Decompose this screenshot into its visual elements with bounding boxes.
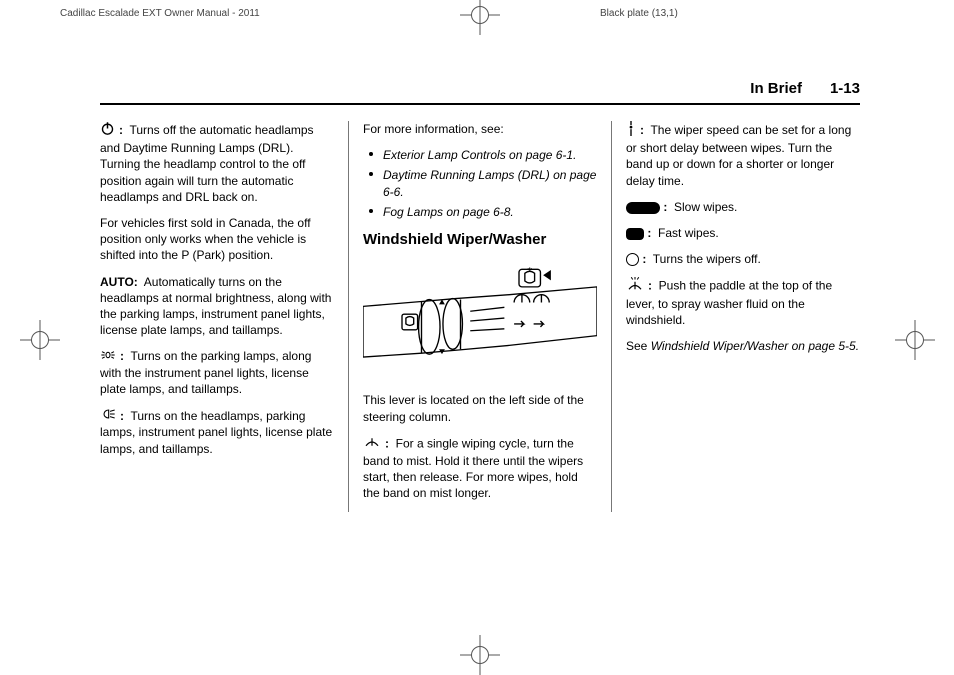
delay-text: The wiper speed can be set for a long or… [626,123,851,188]
headlamp-paragraph: : Turns on the headlamps, parking lamps,… [100,408,334,457]
see-intro: For more information, see: [363,121,597,137]
column-2: For more information, see: Exterior Lamp… [349,121,612,512]
off-paragraph: : Turns off the automatic headlamps and … [100,121,334,205]
page-frame: In Brief 1-13 : Turns off the automatic … [100,80,860,512]
column-3: : The wiper speed can be set for a long … [612,121,860,512]
registration-mark-top [460,0,500,35]
slow-wipes: : Slow wipes. [626,199,860,215]
lever-location: This lever is located on the left side o… [363,392,597,424]
running-head: In Brief 1-13 [100,80,860,105]
registration-mark-right [895,320,935,360]
manual-title: Cadillac Escalade EXT Owner Manual - 201… [60,8,260,19]
see-reference: See Windshield Wiper/Washer on page 5‑5. [626,338,860,354]
parking-text: Turns on the parking lamps, along with t… [100,349,311,396]
canada-note: For vehicles first sold in Canada, the o… [100,215,334,264]
registration-mark-left [20,320,60,360]
mist-text: For a single wiping cycle, turn the band… [363,436,583,500]
page-number: 1-13 [830,80,860,97]
section-title: In Brief [750,80,802,97]
registration-mark-bottom [460,635,500,675]
auto-paragraph: AUTO: Automatically turns on the headlam… [100,274,334,339]
fast-wipes-icon [626,228,644,240]
off-text: Turns off the automatic headlamps and Da… [100,123,314,204]
column-1: : Turns off the automatic headlamps and … [100,121,349,512]
delay-icon [626,121,636,140]
plate-label: Black plate (13,1) [600,8,678,19]
reference-list: Exterior Lamp Controls on page 6‑1. Dayt… [369,147,597,220]
washer-paragraph: : Push the paddle at the top of the leve… [626,277,860,328]
off-ring-icon [626,253,639,266]
headlamps-icon [100,408,116,424]
print-header: Cadillac Escalade EXT Owner Manual - 201… [0,8,954,28]
washer-icon [626,277,644,295]
headlamp-text: Turns on the headlamps, parking lamps, i… [100,409,332,456]
parking-lamps-icon [100,349,116,365]
wiper-heading: Windshield Wiper/Washer [363,230,597,250]
list-item: Daytime Running Lamps (DRL) on page 6‑6. [369,167,597,199]
list-item: Fog Lamps on page 6‑8. [369,204,597,220]
power-off-icon [100,121,115,140]
fast-wipes: : Fast wipes. [626,225,860,241]
wiper-lever-diagram [363,266,597,376]
mist-paragraph: : For a single wiping cycle, turn the ba… [363,435,597,502]
mist-icon [363,435,381,453]
washer-text: Push the paddle at the top of the lever,… [626,279,832,327]
list-item: Exterior Lamp Controls on page 6‑1. [369,147,597,163]
auto-label: AUTO: [100,275,138,289]
slow-wipes-icon [626,202,660,214]
wipers-off: : Turns the wipers off. [626,251,860,267]
body-columns: : Turns off the automatic headlamps and … [100,121,860,512]
delay-paragraph: : The wiper speed can be set for a long … [626,121,860,189]
parking-paragraph: : Turns on the parking lamps, along with… [100,348,334,397]
